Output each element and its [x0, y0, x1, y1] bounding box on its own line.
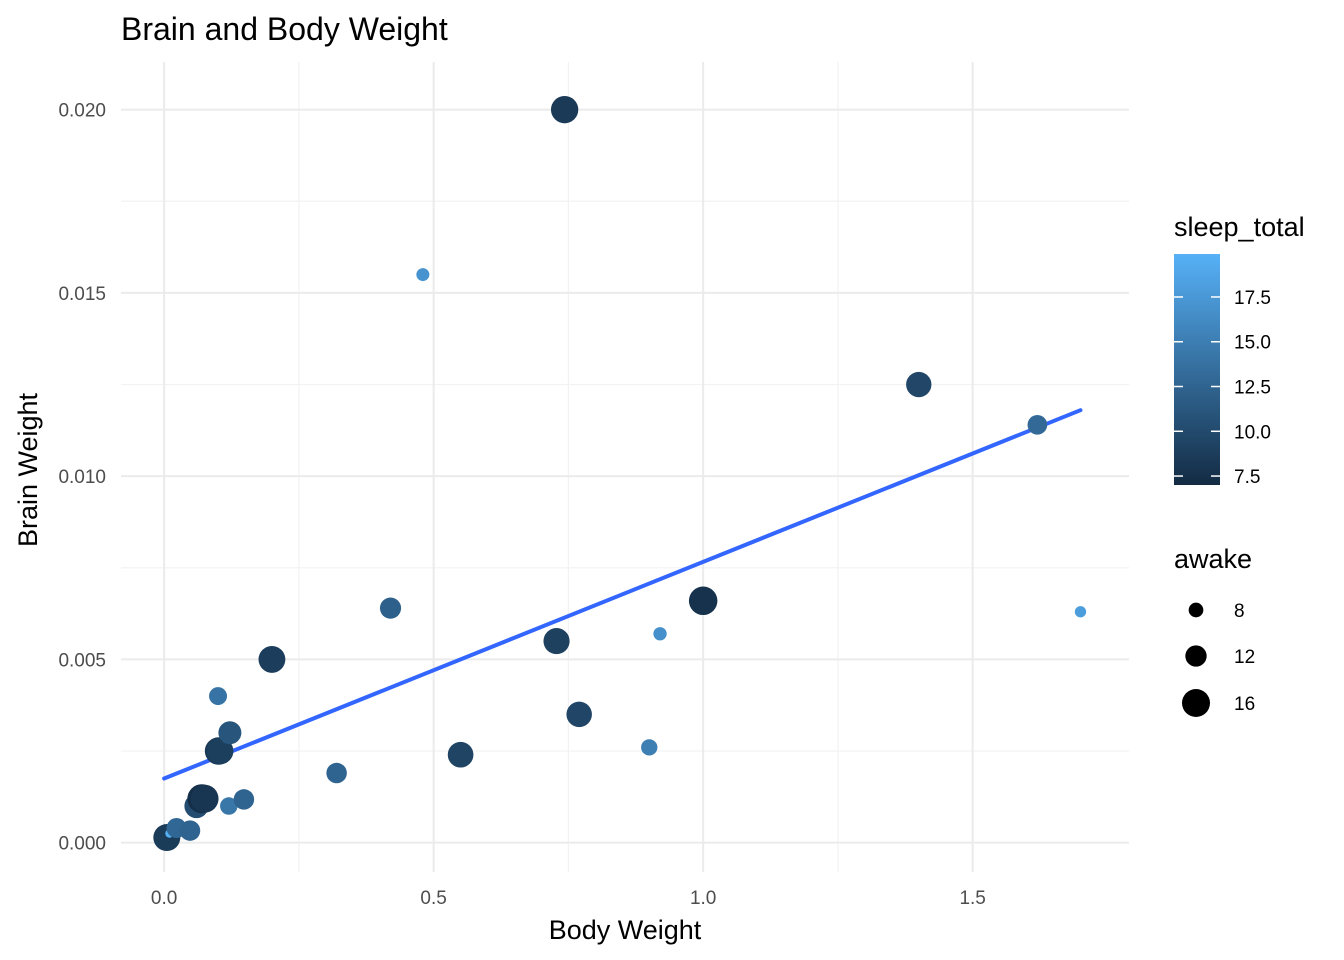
data-point	[653, 627, 667, 641]
data-point	[1027, 415, 1048, 435]
y-tick-label: 0.020	[58, 101, 106, 122]
colorbar-tick-label: 10.0	[1234, 422, 1271, 443]
size-legend-label: 8	[1234, 601, 1245, 622]
colorbar-tick-label: 7.5	[1234, 467, 1260, 488]
data-point	[543, 628, 570, 655]
size-legend-label: 16	[1234, 694, 1255, 715]
data-point	[906, 371, 932, 398]
colorbar	[1174, 254, 1220, 485]
data-point	[179, 820, 201, 841]
data-point	[218, 721, 242, 745]
y-tick-label: 0.015	[58, 284, 106, 305]
chart-title: Brain and Body Weight	[121, 11, 448, 47]
data-point	[641, 739, 658, 756]
size-legend-key	[1182, 689, 1210, 717]
colorbar-ticks: 7.5 10.0 12.5 15.0 17.5	[1174, 288, 1271, 488]
x-axis-ticks: 0.0 0.5 1.0 1.5	[151, 888, 986, 909]
x-axis-label: Body Weight	[549, 915, 702, 945]
data-point	[416, 268, 430, 282]
y-axis-label: Brain Weight	[13, 392, 43, 547]
data-point	[1074, 606, 1087, 618]
data-point	[326, 762, 347, 784]
data-point	[566, 701, 592, 728]
data-point	[550, 95, 579, 124]
plot-grid	[121, 62, 1129, 872]
size-legend-key	[1188, 602, 1204, 618]
size-legend-title: awake	[1174, 544, 1252, 574]
data-point	[258, 646, 286, 673]
data-point	[190, 784, 219, 813]
regression-line	[162, 408, 1083, 781]
size-legend-label: 12	[1234, 647, 1255, 668]
data-point	[379, 597, 402, 619]
colorbar-tick-label: 15.0	[1234, 333, 1271, 354]
data-point	[206, 737, 234, 765]
size-legend: awake 8 12 16	[1174, 544, 1255, 717]
data-point	[209, 687, 228, 706]
x-tick-label: 1.5	[959, 888, 985, 909]
color-legend: sleep_total 7.5 10.0 12.5 15.0 17.5	[1174, 212, 1305, 488]
y-tick-label: 0.000	[58, 834, 106, 855]
data-point	[447, 741, 474, 768]
y-axis-ticks: 0.000 0.005 0.010 0.015 0.020	[58, 101, 106, 855]
x-tick-label: 0.5	[420, 888, 446, 909]
colorbar-tick-label: 12.5	[1234, 378, 1271, 399]
colorbar-tick-label: 17.5	[1234, 288, 1271, 309]
data-point	[688, 586, 718, 616]
x-tick-label: 1.0	[690, 888, 716, 909]
color-legend-title: sleep_total	[1174, 212, 1305, 242]
y-tick-label: 0.005	[58, 650, 106, 671]
size-legend-keys: 8 12 16	[1182, 601, 1255, 717]
size-legend-key	[1185, 645, 1207, 667]
data-point	[220, 797, 238, 815]
data-point	[233, 789, 255, 810]
x-tick-label: 0.0	[151, 888, 177, 909]
y-tick-label: 0.010	[58, 467, 106, 488]
data-points	[153, 95, 1087, 852]
